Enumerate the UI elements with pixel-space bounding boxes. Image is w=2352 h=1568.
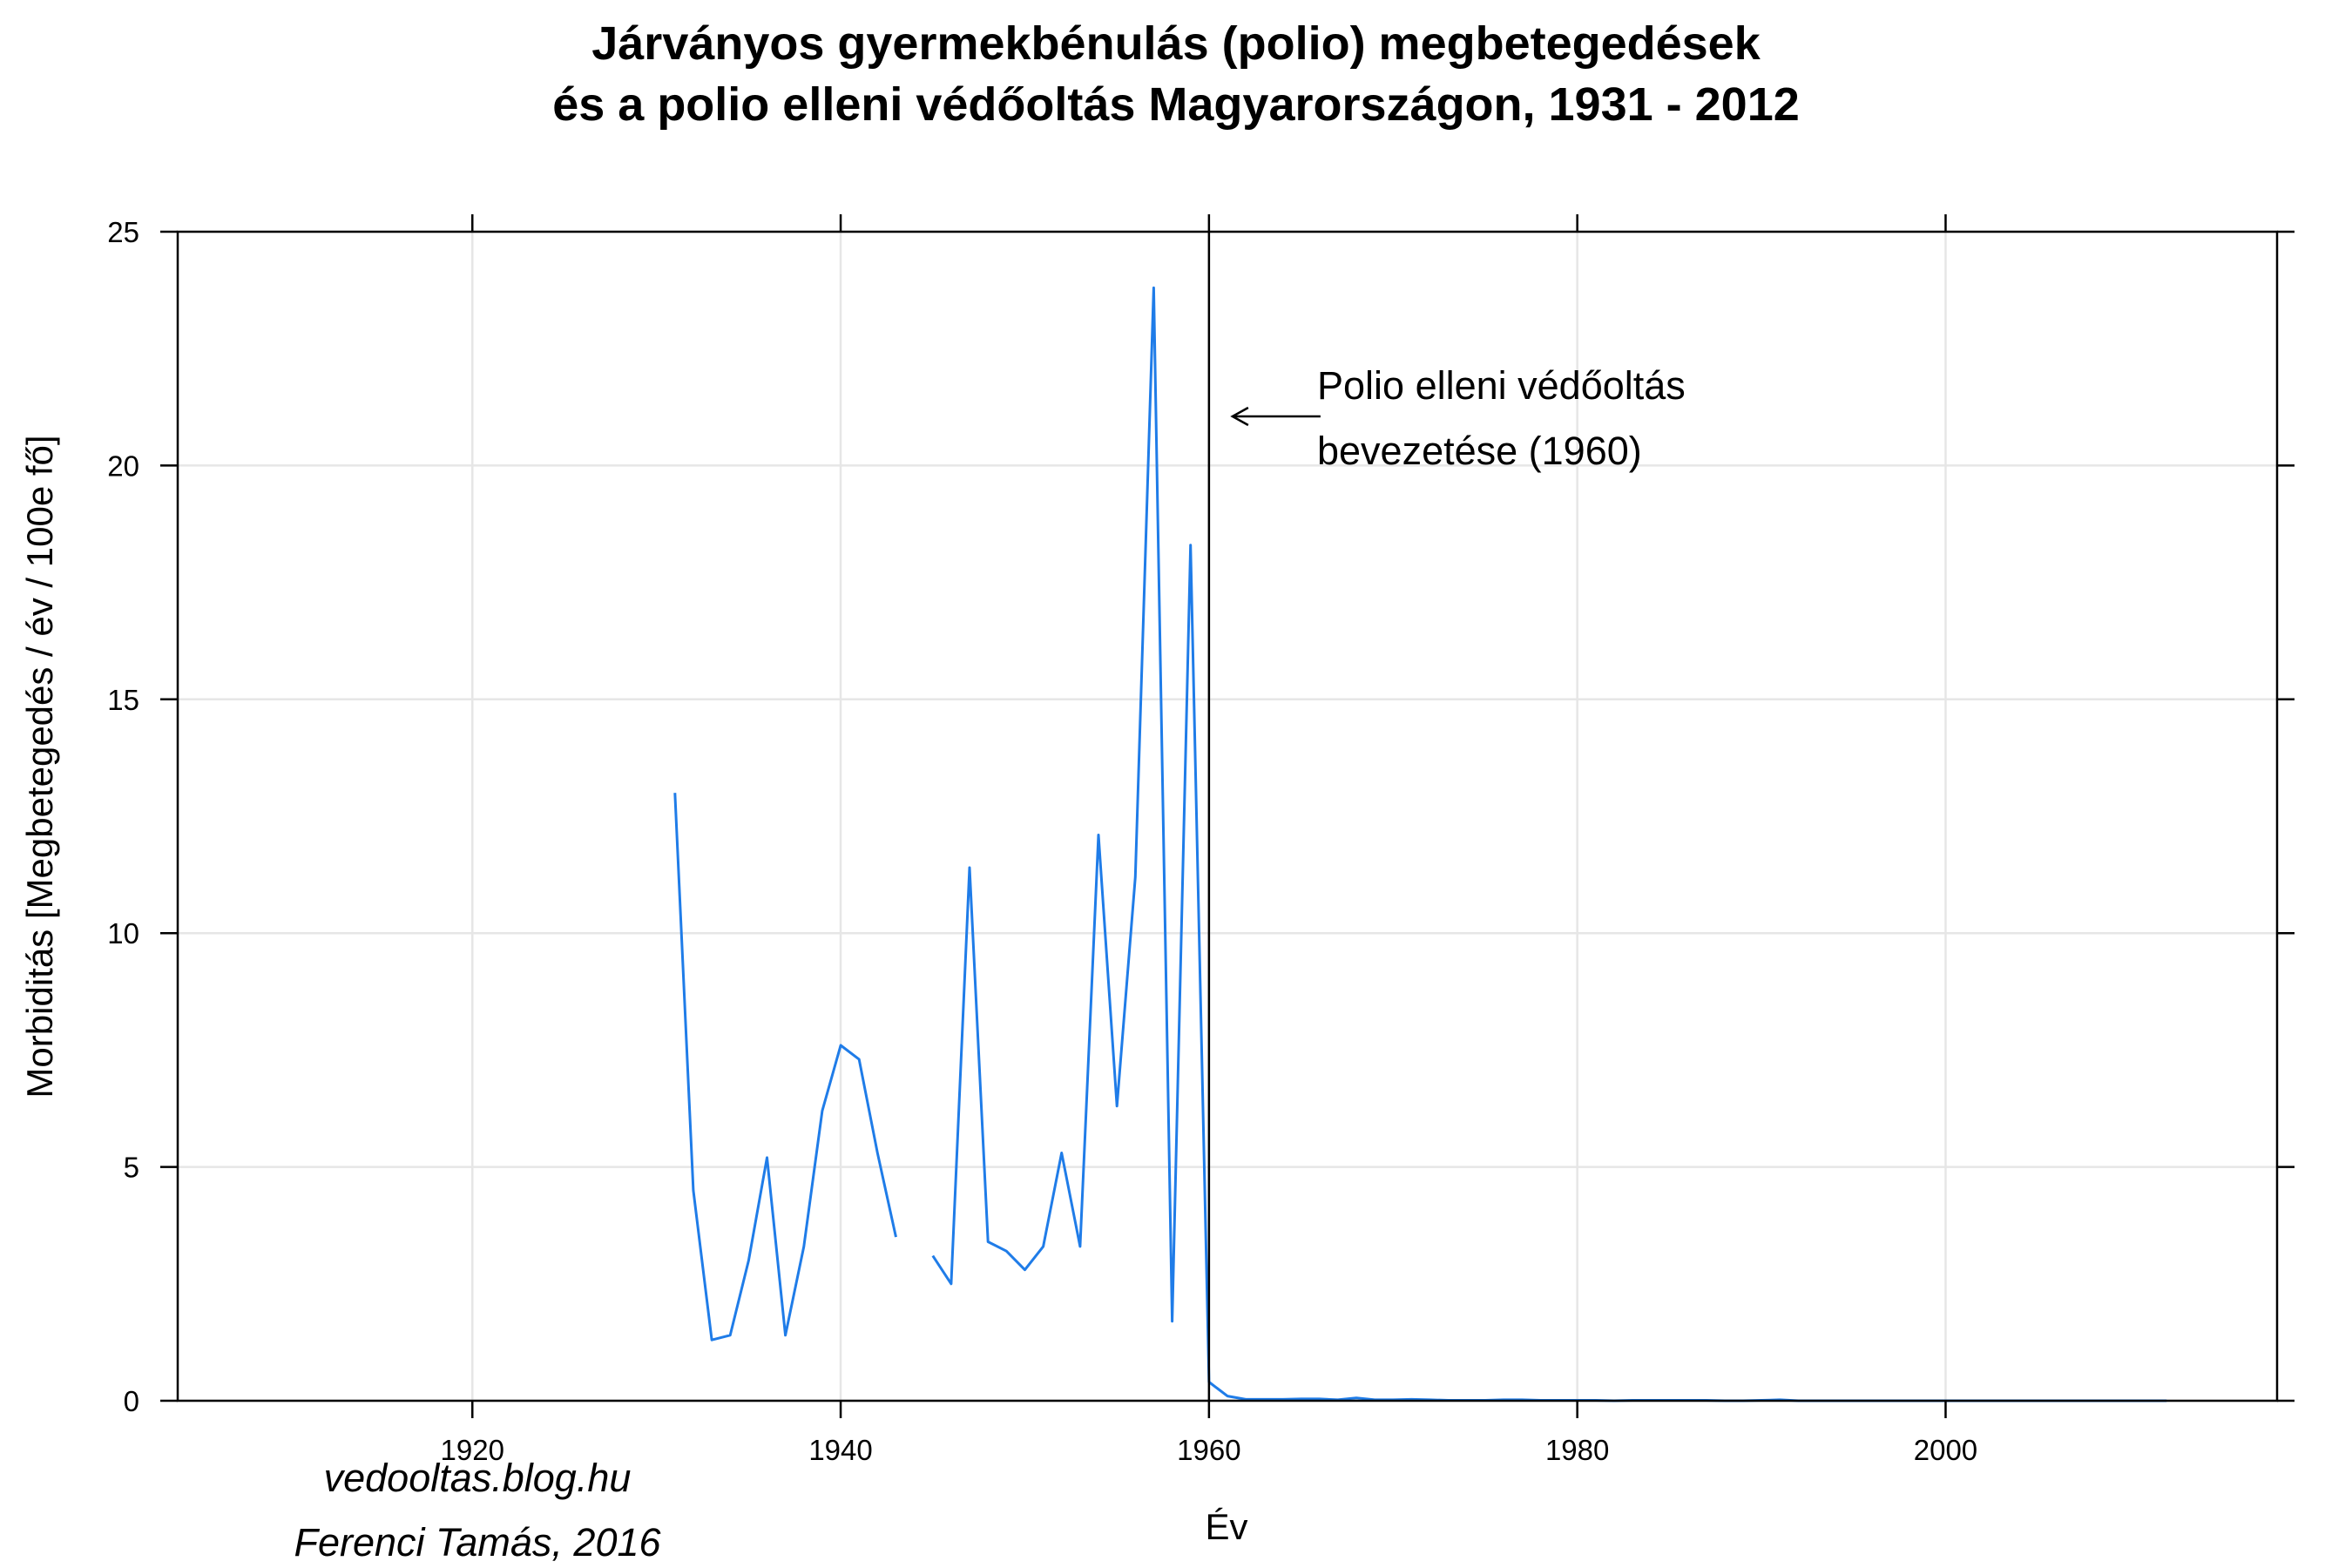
credit-author: Ferenci Tamás, 2016 — [294, 1520, 661, 1565]
y-axis-label: Morbiditás [Megbetegedés / év / 100e fő] — [19, 435, 60, 1098]
y-tick-label: 25 — [107, 216, 139, 248]
x-tick-label: 1920 — [441, 1434, 504, 1466]
x-tick-label: 1960 — [1177, 1434, 1240, 1466]
annotation-arrow-head — [1230, 406, 1249, 427]
x-tick-label: 2000 — [1914, 1434, 1977, 1466]
y-tick-label: 0 — [124, 1385, 139, 1417]
chart-title-line-2: és a polio elleni védőoltás Magyarország… — [552, 78, 1800, 131]
x-tick-label: 1980 — [1545, 1434, 1609, 1466]
y-tick-label: 15 — [107, 684, 139, 716]
chart-title-line-1: Járványos gyermekbénulás (polio) megbete… — [591, 17, 1761, 70]
annotation-line-1: Polio elleni védőoltás — [1317, 363, 1686, 408]
x-tick-label: 1940 — [808, 1434, 872, 1466]
series-line-segment — [673, 793, 897, 1342]
y-tick-label: 10 — [107, 917, 139, 950]
gridlines — [178, 230, 2277, 1402]
y-tick-label: 5 — [124, 1152, 139, 1184]
credit-blog: vedooltas.blog.hu — [324, 1456, 632, 1500]
annotation-line-2: bevezetése (1960) — [1317, 429, 1642, 473]
plot-frame — [176, 230, 2279, 1402]
annotation: Polio elleni védőoltás bevezetése (1960) — [1230, 363, 1686, 473]
y-tick-label: 20 — [107, 449, 139, 482]
x-axis-label: Év — [1205, 1506, 1247, 1547]
axis-ticks: 1920 1940 1960 1980 2000 0 5 10 15 20 25 — [107, 214, 2295, 1466]
